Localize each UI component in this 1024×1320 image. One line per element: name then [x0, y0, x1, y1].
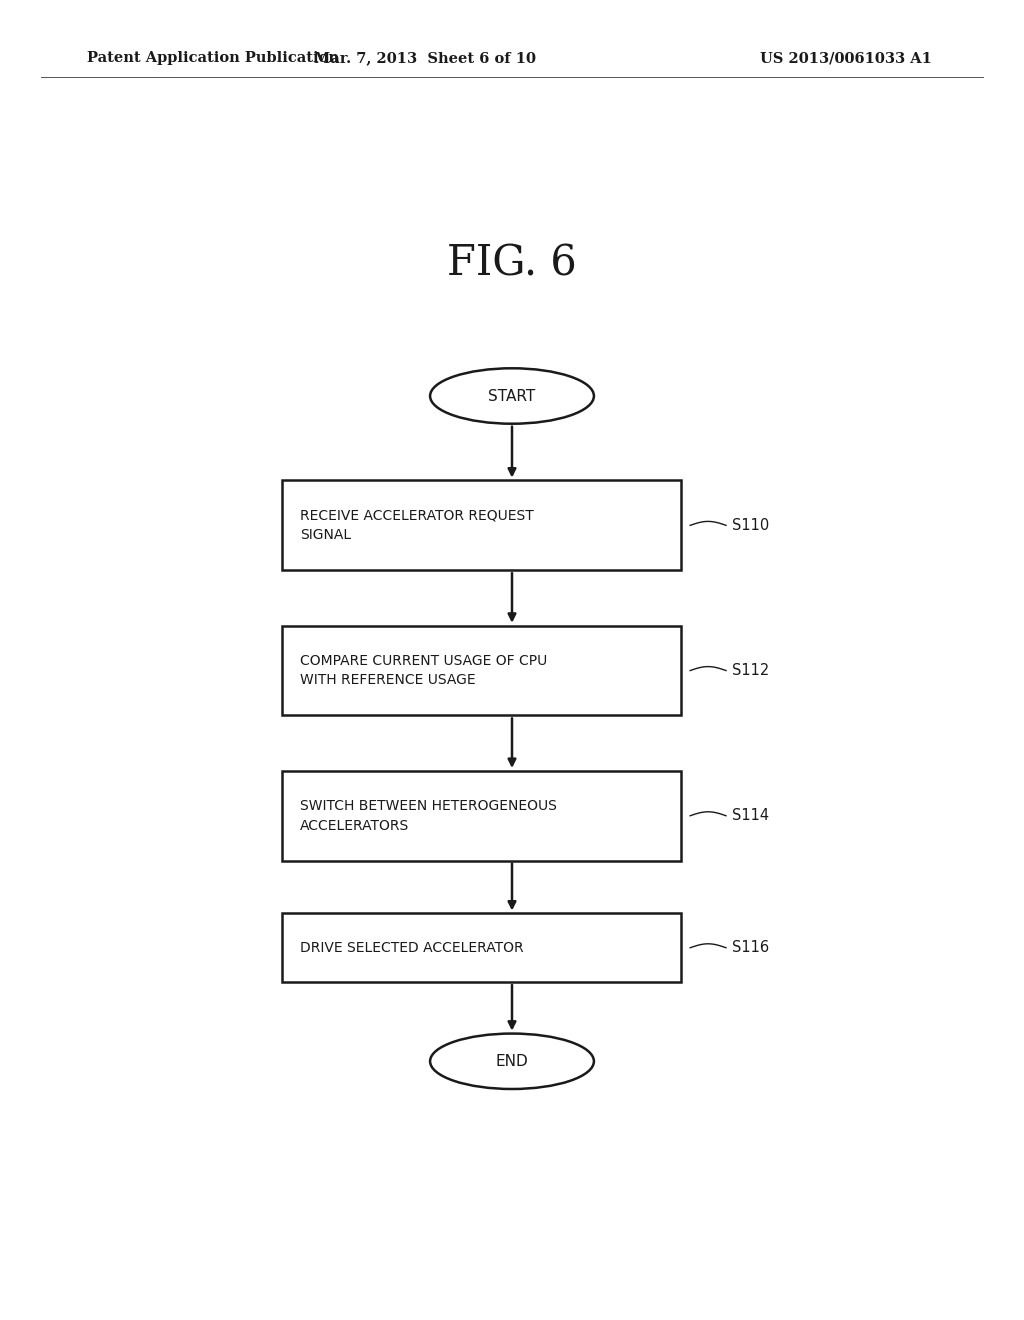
- Text: Patent Application Publication: Patent Application Publication: [87, 51, 339, 65]
- Text: START: START: [488, 388, 536, 404]
- Ellipse shape: [430, 368, 594, 424]
- FancyBboxPatch shape: [282, 913, 681, 982]
- Text: RECEIVE ACCELERATOR REQUEST
SIGNAL: RECEIVE ACCELERATOR REQUEST SIGNAL: [300, 508, 534, 543]
- Text: COMPARE CURRENT USAGE OF CPU
WITH REFERENCE USAGE: COMPARE CURRENT USAGE OF CPU WITH REFERE…: [300, 653, 547, 688]
- Ellipse shape: [430, 1034, 594, 1089]
- Text: DRIVE SELECTED ACCELERATOR: DRIVE SELECTED ACCELERATOR: [300, 941, 523, 954]
- Text: Mar. 7, 2013  Sheet 6 of 10: Mar. 7, 2013 Sheet 6 of 10: [314, 51, 536, 65]
- FancyBboxPatch shape: [282, 480, 681, 570]
- FancyBboxPatch shape: [282, 771, 681, 861]
- Text: S112: S112: [732, 663, 769, 678]
- Text: SWITCH BETWEEN HETEROGENEOUS
ACCELERATORS: SWITCH BETWEEN HETEROGENEOUS ACCELERATOR…: [300, 799, 557, 833]
- Text: END: END: [496, 1053, 528, 1069]
- Text: S114: S114: [732, 808, 769, 824]
- Text: US 2013/0061033 A1: US 2013/0061033 A1: [760, 51, 932, 65]
- Text: S110: S110: [732, 517, 769, 533]
- Text: FIG. 6: FIG. 6: [447, 243, 577, 285]
- Text: S116: S116: [732, 940, 769, 956]
- FancyBboxPatch shape: [282, 626, 681, 715]
